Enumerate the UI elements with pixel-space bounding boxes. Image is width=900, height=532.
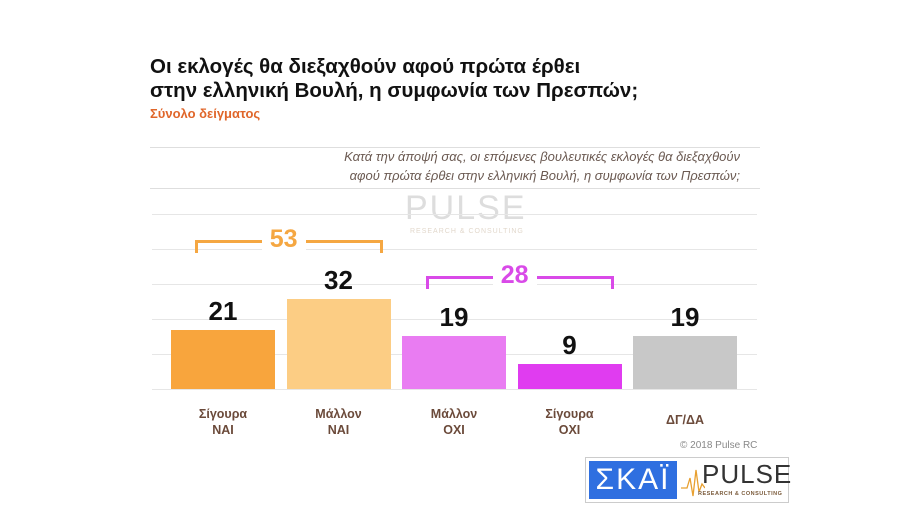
value-label: 19	[439, 301, 469, 332]
category-label: ΔΓ/ΔΑ	[666, 413, 704, 427]
title-line-1: Οι εκλογές θα διεξαχθούν αφού πρώτα έρθε…	[150, 55, 581, 78]
group-total-label: 28	[492, 261, 537, 289]
category-label: Σίγουρα ΟΧΙ	[545, 407, 594, 437]
bar	[633, 335, 737, 389]
bar	[517, 363, 622, 389]
gridline	[152, 319, 757, 320]
value-label: 32	[324, 265, 353, 296]
pulse-wave-icon	[681, 469, 705, 497]
chart-subtitle: Σύνολο δείγματος	[150, 106, 261, 121]
pulse-watermark: PULSE	[405, 189, 527, 227]
bar	[402, 335, 506, 389]
logos-box: ΣΚΑΪ PULSE RESEARCH & CONSULTING	[585, 457, 793, 503]
category-label: Μάλλον ΟΧΙ	[430, 407, 478, 437]
chart-title: Οι εκλογές θα διεξαχθούν αφού πρώτα έρθε…	[150, 55, 638, 103]
question-text: Κατά την άποψή σας, οι επόμενες βουλευτι…	[180, 147, 740, 185]
bar	[171, 330, 275, 389]
pulse-logo-sub: RESEARCH & CONSULTING	[698, 491, 783, 497]
bar	[286, 299, 391, 389]
gridline	[152, 214, 757, 215]
question-line-2: αφού πρώτα έρθει στην ελληνική Βουλή, η …	[349, 168, 740, 183]
category-label: Σίγουρα ΝΑΙ	[198, 407, 248, 437]
category-label: Μάλλον ΝΑΙ	[315, 407, 362, 437]
pulse-logo: PULSE	[702, 459, 793, 489]
title-line-2: στην ελληνική Βουλή, η συμφωνία των Πρεσ…	[150, 79, 639, 102]
skai-logo: ΣΚΑΪ	[589, 461, 677, 499]
value-label: 21	[208, 296, 238, 327]
value-label: 19	[670, 301, 700, 332]
group-total-label: 53	[261, 225, 306, 253]
value-label: 9	[562, 329, 577, 360]
divider-bottom	[150, 188, 760, 189]
pulse-watermark-sub: RESEARCH & CONSULTING	[410, 228, 524, 235]
gridline	[152, 284, 757, 285]
divider-top	[150, 147, 760, 148]
gridline	[152, 389, 757, 390]
gridline	[152, 249, 757, 250]
copyright: © 2018 Pulse RC	[680, 440, 758, 451]
question-line-1: Κατά την άποψή σας, οι επόμενες βουλευτι…	[344, 149, 740, 164]
